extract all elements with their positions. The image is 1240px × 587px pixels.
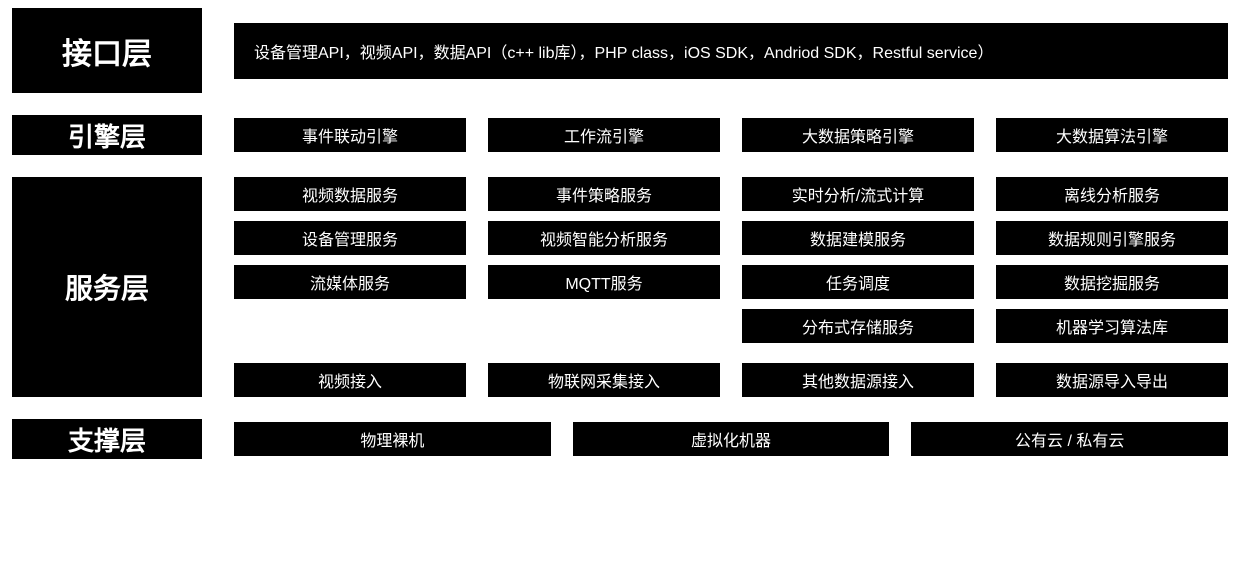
layer-interface-label: 接口层 [12,8,202,93]
layer-engine-label: 引擎层 [12,115,202,155]
service-cell: 数据规则引擎服务 [996,221,1228,255]
engine-row: 事件联动引擎 工作流引擎 大数据策略引擎 大数据算法引擎 [234,118,1228,152]
layer-service-label: 服务层 [12,177,202,397]
layer-interface-body: 设备管理API，视频API，数据API（c++ lib库），PHP class，… [234,8,1228,93]
layer-support-label: 支撑层 [12,419,202,459]
layer-engine-body: 事件联动引擎 工作流引擎 大数据策略引擎 大数据算法引擎 [234,115,1228,155]
service-cell: 设备管理服务 [234,221,466,255]
layer-engine: 引擎层 事件联动引擎 工作流引擎 大数据策略引擎 大数据算法引擎 [12,115,1228,155]
service-cell: 实时分析/流式计算 [742,177,974,211]
service-cell: 视频接入 [234,363,466,397]
service-cell: 分布式存储服务 [742,309,974,343]
service-cell: 离线分析服务 [996,177,1228,211]
service-cell: 机器学习算法库 [996,309,1228,343]
service-cell: 数据挖掘服务 [996,265,1228,299]
engine-cell: 工作流引擎 [488,118,720,152]
support-cell: 虚拟化机器 [573,422,890,456]
service-cell [488,309,720,343]
service-cell: 其他数据源接入 [742,363,974,397]
service-cell: MQTT服务 [488,265,720,299]
support-cell: 物理裸机 [234,422,551,456]
support-cell: 公有云 / 私有云 [911,422,1228,456]
service-row: 设备管理服务视频智能分析服务数据建模服务数据规则引擎服务 [234,221,1228,255]
service-row: 视频数据服务事件策略服务实时分析/流式计算离线分析服务 [234,177,1228,211]
engine-cell: 事件联动引擎 [234,118,466,152]
service-cell: 任务调度 [742,265,974,299]
layer-support-body: 物理裸机 虚拟化机器 公有云 / 私有云 [234,419,1228,459]
service-cell: 视频智能分析服务 [488,221,720,255]
service-cell: 物联网采集接入 [488,363,720,397]
layer-interface: 接口层 设备管理API，视频API，数据API（c++ lib库），PHP cl… [12,8,1228,93]
service-cell: 流媒体服务 [234,265,466,299]
service-cell: 事件策略服务 [488,177,720,211]
service-row: 分布式存储服务机器学习算法库 [234,309,1228,343]
layer-service-body: 视频数据服务事件策略服务实时分析/流式计算离线分析服务设备管理服务视频智能分析服… [234,177,1228,397]
architecture-diagram: 接口层 设备管理API，视频API，数据API（c++ lib库），PHP cl… [0,0,1240,587]
interface-api-list: 设备管理API，视频API，数据API（c++ lib库），PHP class，… [234,23,1228,79]
service-cell: 视频数据服务 [234,177,466,211]
layer-service: 服务层 视频数据服务事件策略服务实时分析/流式计算离线分析服务设备管理服务视频智… [12,177,1228,397]
layer-support: 支撑层 物理裸机 虚拟化机器 公有云 / 私有云 [12,419,1228,459]
engine-cell: 大数据策略引擎 [742,118,974,152]
service-row: 流媒体服务 MQTT服务任务调度数据挖掘服务 [234,265,1228,299]
engine-cell: 大数据算法引擎 [996,118,1228,152]
service-cell: 数据建模服务 [742,221,974,255]
service-row: 视频接入物联网采集接入其他数据源接入数据源导入导出 [234,363,1228,397]
support-row: 物理裸机 虚拟化机器 公有云 / 私有云 [234,422,1228,456]
service-cell [234,309,466,343]
service-cell: 数据源导入导出 [996,363,1228,397]
